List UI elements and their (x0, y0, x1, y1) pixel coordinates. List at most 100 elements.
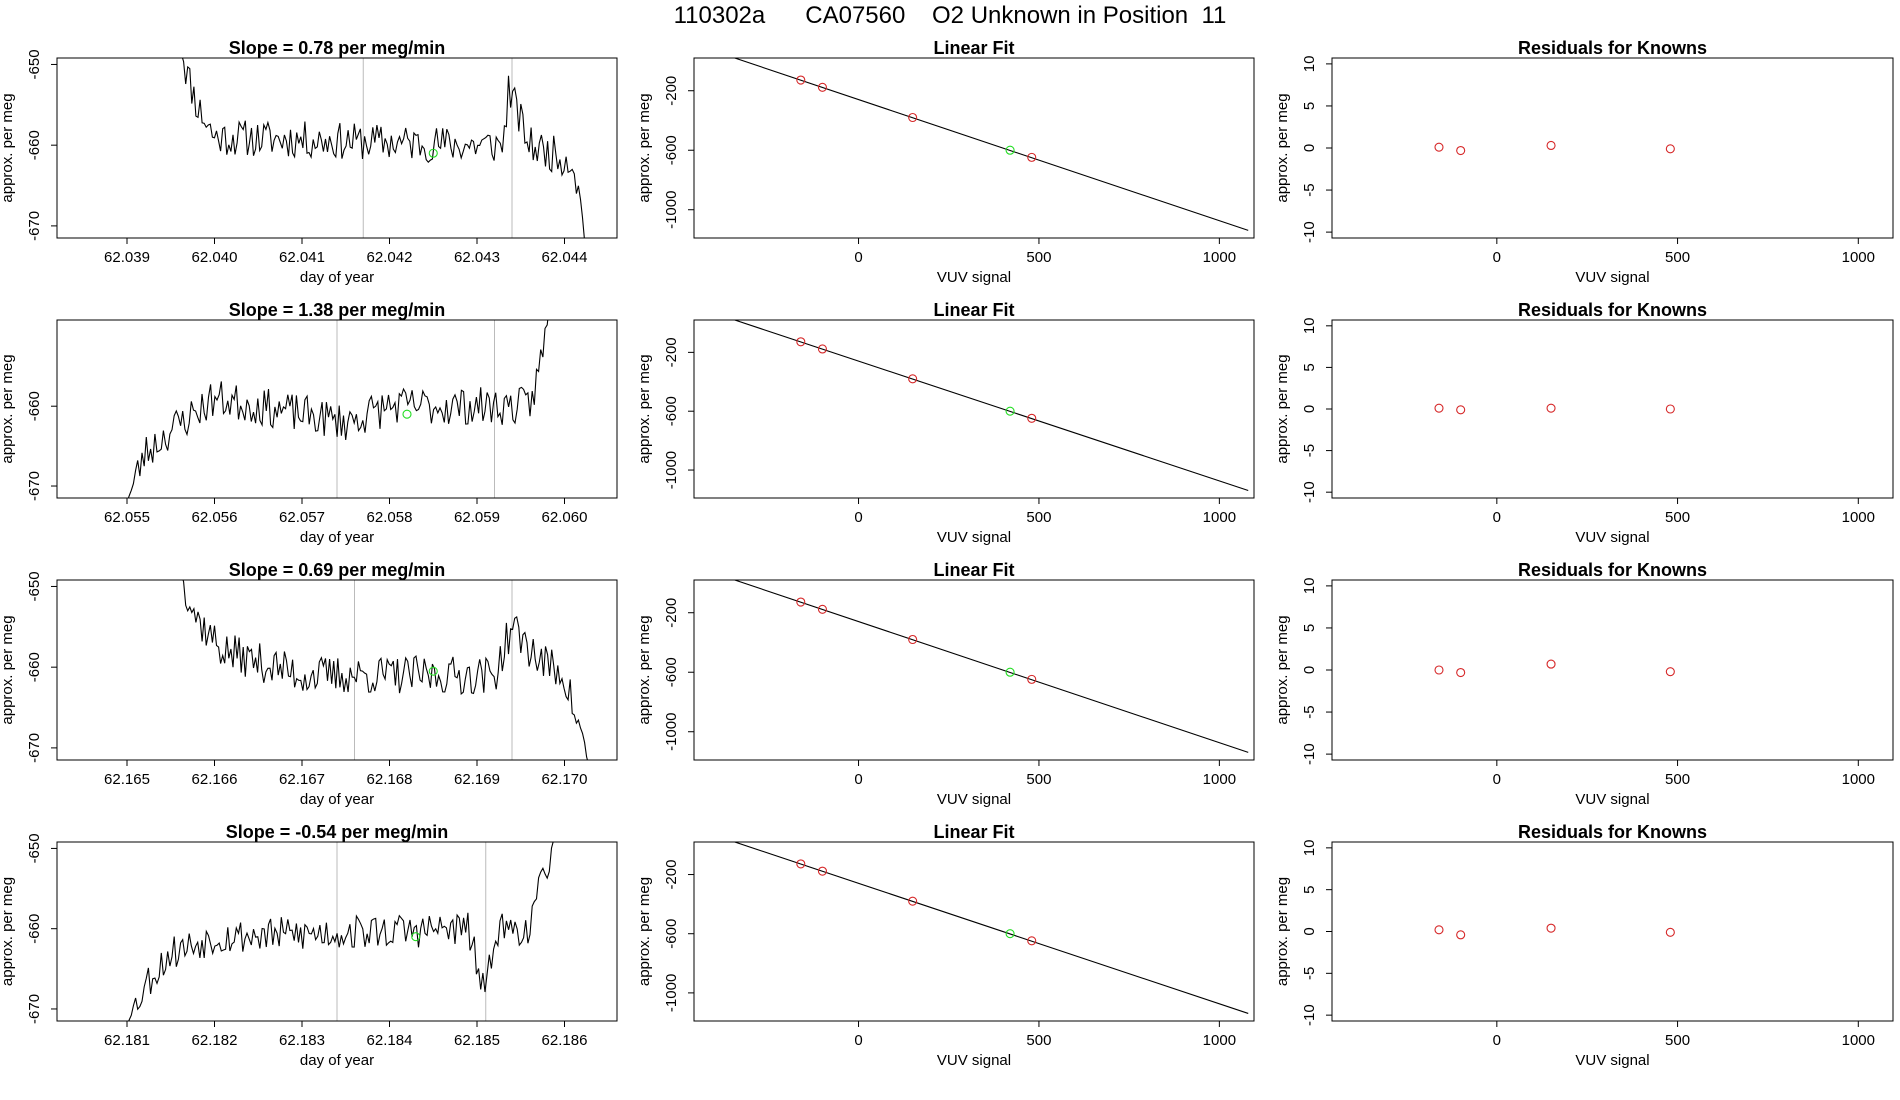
chart-title: Slope = 0.69 per meg/min (229, 560, 446, 580)
y-tick-label: -670 (26, 471, 43, 501)
x-tick-label: 62.042 (367, 249, 413, 266)
y-tick-label: 5 (1301, 886, 1318, 894)
x-axis-label: VUV signal (1575, 529, 1649, 546)
x-tick-label: 62.166 (192, 771, 238, 788)
x-tick-label: 1000 (1203, 509, 1236, 526)
unknown-point (428, 148, 438, 158)
fit-line (733, 580, 1249, 753)
x-tick-label: 62.039 (104, 249, 150, 266)
y-tick-label: -660 (26, 130, 43, 160)
y-tick-label: -670 (26, 994, 43, 1024)
fit-line (733, 842, 1249, 1014)
plot-area (733, 842, 1249, 1014)
y-tick-label: -650 (26, 833, 43, 863)
x-tick-label: 0 (854, 771, 862, 788)
y-tick-label: -670 (26, 211, 43, 241)
x-tick-label: 62.186 (542, 1032, 588, 1049)
panel-4-1: Slope = -0.54 per meg/min day of year appr… (0, 822, 618, 1069)
panel-3-1: Slope = 0.69 per meg/min day of year appro… (0, 560, 618, 808)
x-tick-label: 1000 (1203, 249, 1236, 266)
known-point (817, 344, 828, 354)
plot-frame (693, 579, 1255, 761)
plot-area (181, 58, 585, 238)
y-tick-label: -600 (663, 919, 680, 949)
plot-area (1434, 923, 1675, 940)
y-axis-label: approx. per meg (1274, 93, 1291, 202)
x-axis-label: VUV signal (1575, 791, 1649, 808)
known-point (796, 337, 806, 347)
known-point (817, 866, 828, 876)
known-point (1546, 403, 1556, 413)
chart-title: Linear Fit (933, 300, 1014, 320)
x-tick-label: 500 (1665, 249, 1690, 266)
plot-frame (693, 841, 1255, 1022)
known-point (908, 896, 918, 906)
y-tick-label: -650 (26, 49, 43, 79)
known-point (1665, 144, 1675, 154)
known-point (1456, 145, 1466, 156)
plot-area (733, 320, 1249, 492)
y-tick-label: -5 (1301, 967, 1318, 980)
x-tick-label: 62.185 (454, 1032, 500, 1049)
x-tick-label: 62.181 (104, 1032, 150, 1049)
chart-title: Slope = 1.38 per meg/min (229, 300, 446, 320)
y-axis-label: approx. per meg (0, 93, 16, 202)
x-tick-label: 62.044 (542, 249, 588, 266)
plot-area (182, 580, 589, 760)
y-tick-label: 10 (1301, 317, 1318, 334)
y-tick-label: -200 (663, 860, 680, 890)
known-point (1027, 674, 1037, 684)
known-point (1434, 142, 1444, 152)
plot-area (127, 320, 549, 498)
x-tick-label: 0 (1493, 1032, 1501, 1049)
signal-trace (127, 320, 549, 498)
plot-frame (693, 57, 1255, 239)
chart-title: Slope = -0.54 per meg/min (226, 822, 449, 842)
x-tick-label: 1000 (1842, 509, 1875, 526)
plot-area (733, 58, 1249, 231)
plot-frame (56, 579, 618, 761)
x-tick-label: 500 (1026, 509, 1051, 526)
x-tick-label: 1000 (1203, 1032, 1236, 1049)
y-tick-label: -670 (26, 733, 43, 763)
y-tick-label: -5 (1301, 183, 1318, 196)
fit-line (733, 58, 1249, 231)
unknown-point (1005, 667, 1015, 677)
y-axis-label: approx. per meg (1274, 615, 1291, 724)
signal-trace (181, 58, 585, 238)
x-tick-label: 500 (1026, 249, 1051, 266)
x-tick-label: 62.168 (367, 771, 413, 788)
unknown-point (411, 932, 421, 942)
known-point (1665, 404, 1675, 414)
plot-area (1434, 403, 1675, 415)
y-tick-label: -5 (1301, 444, 1318, 457)
y-axis-label: approx. per meg (636, 615, 653, 724)
panel-3-3: Residuals for Knowns VUV signal approx. pe… (1274, 560, 1894, 808)
known-point (1456, 667, 1466, 678)
chart-title: Residuals for Knowns (1518, 300, 1707, 320)
y-tick-label: 5 (1301, 624, 1318, 632)
x-tick-label: 62.182 (192, 1032, 238, 1049)
x-tick-label: 1000 (1842, 249, 1875, 266)
x-tick-label: 62.040 (192, 249, 238, 266)
x-tick-label: 62.170 (542, 771, 588, 788)
plot-frame (1331, 57, 1894, 239)
panel-1-3: Residuals for Knowns VUV signal approx. pe… (1274, 38, 1894, 286)
chart-title: Linear Fit (933, 38, 1014, 58)
panel-4-3: Residuals for Knowns VUV signal approx. pe… (1274, 822, 1894, 1069)
unknown-point (1005, 406, 1015, 416)
panel-2-2: Linear Fit VUV signal approx. per meg 0 500 1… (636, 300, 1255, 546)
unknown-point (428, 666, 438, 676)
known-point (796, 859, 806, 869)
x-tick-label: 0 (1493, 509, 1501, 526)
x-axis-label: VUV signal (937, 269, 1011, 286)
x-tick-label: 0 (854, 509, 862, 526)
y-tick-label: 0 (1301, 927, 1318, 935)
known-point (1027, 413, 1037, 423)
panel-3-2: Linear Fit VUV signal approx. per meg 0 500 1… (636, 560, 1255, 808)
x-tick-label: 62.058 (367, 509, 413, 526)
plot-frame (56, 319, 618, 499)
x-tick-label: 62.184 (367, 1032, 413, 1049)
x-tick-label: 0 (1493, 249, 1501, 266)
x-tick-label: 1000 (1842, 771, 1875, 788)
